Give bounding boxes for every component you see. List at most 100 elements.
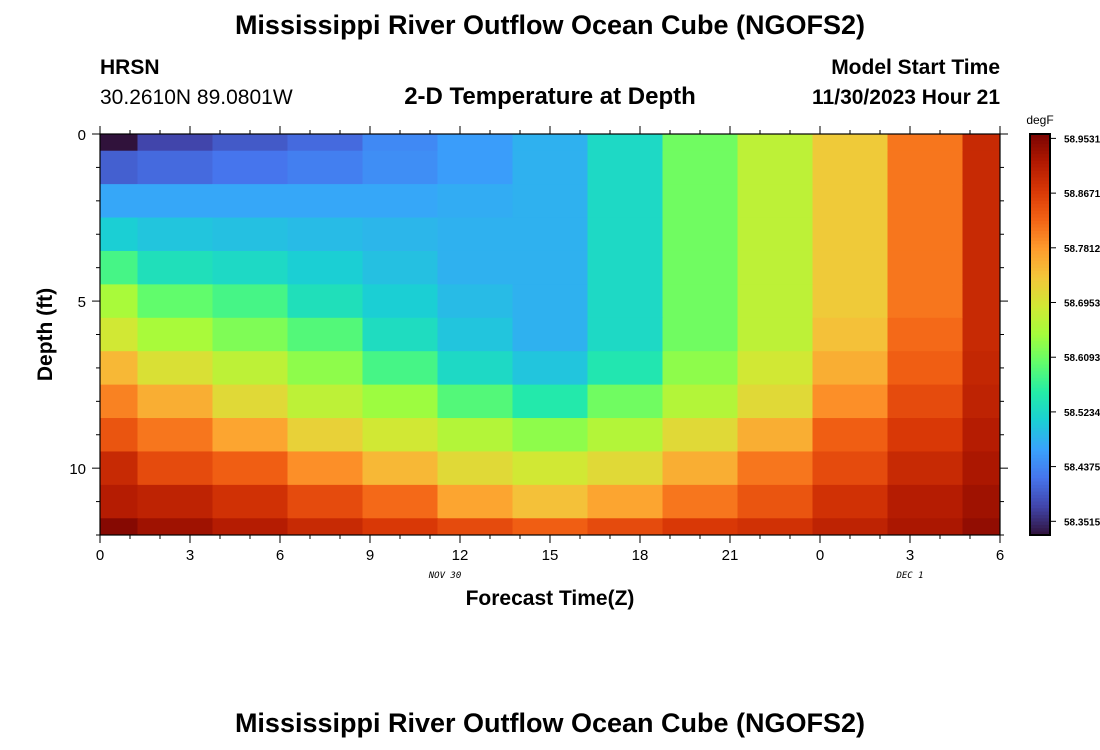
heatmap-cell-r5-c9 [737, 284, 814, 319]
colorbar-segment [1030, 140, 1050, 145]
heatmap-cell-r0-c2 [212, 134, 289, 152]
heatmap-cell-r2-c3 [287, 184, 364, 219]
heatmap-cell-r10-c8 [662, 451, 739, 486]
colorbar-segment [1030, 441, 1050, 446]
heatmap-cell-r6-c12 [962, 317, 1000, 352]
heatmap-cell-r7-c1 [137, 351, 214, 386]
heatmap-cell-r11-c5 [437, 484, 514, 519]
colorbar-segment [1030, 277, 1050, 282]
heatmap-cell-r10-c9 [737, 451, 814, 486]
heatmap-cell-r10-c0 [100, 451, 139, 486]
heatmap-cell-r4-c5 [437, 250, 514, 285]
x-tick-label: 0 [96, 547, 104, 564]
heatmap-cell-r9-c4 [362, 418, 439, 453]
heatmap-cell-r1-c2 [212, 150, 289, 185]
heatmap-cell-r4-c9 [737, 250, 814, 285]
colorbar-segment [1030, 424, 1050, 429]
colorbar-segment [1030, 170, 1050, 175]
heatmap-cell-r11-c7 [587, 484, 664, 519]
colorbar-segment [1030, 501, 1050, 506]
heatmap-cell-r6-c3 [287, 317, 364, 352]
colorbar-segment [1030, 391, 1050, 396]
heatmap-cell-r7-c11 [887, 351, 964, 386]
heatmap-cell-r3-c12 [962, 217, 1000, 252]
heatmap-cell-r11-c0 [100, 484, 139, 519]
colorbar-segment [1030, 307, 1050, 312]
colorbar-segment [1030, 528, 1050, 533]
colorbar-segment [1030, 354, 1050, 359]
colorbar-segment [1030, 184, 1050, 188]
colorbar-segment [1030, 337, 1050, 342]
colorbar-segment [1030, 511, 1050, 516]
heatmap-cell-r11-c12 [962, 484, 1000, 519]
y-tick-label: 5 [78, 294, 86, 311]
colorbar-segment [1030, 331, 1050, 335]
colorbar-segment [1030, 224, 1050, 229]
x-tick-label: 12 [452, 547, 469, 564]
heatmap-cell-r8-c0 [100, 384, 139, 419]
colorbar-segment [1030, 164, 1050, 168]
colorbar-segment [1030, 361, 1050, 366]
colorbar-segment [1030, 341, 1050, 346]
heatmap-cell-r0-c7 [587, 134, 664, 152]
colorbar-segment [1030, 167, 1050, 172]
colorbar-segment [1030, 464, 1050, 469]
colorbar-segment [1030, 428, 1050, 432]
x-tick-label: 0 [816, 547, 824, 564]
heatmap-cell-r2-c4 [362, 184, 439, 219]
colorbar-segment [1030, 210, 1050, 215]
colorbar-segment [1030, 301, 1050, 305]
colorbar-segment [1030, 524, 1050, 529]
heatmap-cell-r7-c7 [587, 351, 664, 386]
heatmap-cell-r3-c6 [512, 217, 589, 252]
heatmap-cell-r9-c9 [737, 418, 814, 453]
heatmap-cell-r5-c2 [212, 284, 289, 319]
station-coordinates: 30.2610N 89.0801W [100, 86, 293, 109]
colorbar-segment [1030, 174, 1050, 178]
heatmap-cell-r2-c8 [662, 184, 739, 219]
colorbar-segment [1030, 250, 1050, 255]
x-tick-label: 6 [996, 547, 1004, 564]
heatmap-cell-r7-c3 [287, 351, 364, 386]
heatmap-cell-r1-c5 [437, 150, 514, 185]
colorbar-segment [1030, 230, 1050, 235]
heatmap-cell-r10-c10 [812, 451, 889, 486]
x-tick-label: 9 [366, 547, 374, 564]
heatmap-cell-r3-c1 [137, 217, 214, 252]
colorbar-tick-label: 58.4375 [1064, 463, 1100, 474]
heatmap-cell-r9-c8 [662, 418, 739, 453]
heatmap-cell-r2-c6 [512, 184, 589, 219]
heatmap-cell-r6-c8 [662, 317, 739, 352]
model-start-label: Model Start Time [831, 56, 1000, 79]
colorbar-segment [1030, 344, 1050, 349]
heatmap-cell-r0-c11 [887, 134, 964, 152]
colorbar-segment [1030, 454, 1050, 459]
colorbar-segment [1030, 134, 1050, 138]
heatmap-cell-r1-c0 [100, 150, 139, 185]
heatmap-cell-r12-c10 [812, 518, 889, 535]
colorbar-segment [1030, 364, 1050, 369]
heatmap-cell-r3-c10 [812, 217, 889, 252]
heatmap-cell-r5-c10 [812, 284, 889, 319]
x-tick-label: 15 [542, 547, 559, 564]
heatmap-cell-r0-c9 [737, 134, 814, 152]
colorbar-segment [1030, 351, 1050, 356]
heatmap-cell-r8-c7 [587, 384, 664, 419]
heatmap-cell-r3-c11 [887, 217, 964, 252]
colorbar-segment [1030, 287, 1050, 292]
colorbar-segment [1030, 187, 1050, 192]
heatmap-cell-r4-c6 [512, 250, 589, 285]
colorbar-segment [1030, 214, 1050, 219]
colorbar-segment [1030, 291, 1050, 295]
chart-subtitle: 2-D Temperature at Depth [404, 83, 696, 110]
heatmap-cell-r10-c6 [512, 451, 589, 486]
colorbar-segment [1030, 478, 1050, 483]
heatmap-cell-r12-c12 [962, 518, 1000, 535]
heatmap-cell-r5-c8 [662, 284, 739, 319]
colorbar-segment [1030, 180, 1050, 185]
heatmap-cell-r1-c9 [737, 150, 814, 185]
heatmap-cell-r4-c0 [100, 250, 139, 285]
heatmap-cell-r1-c4 [362, 150, 439, 185]
heatmap-cell-r5-c7 [587, 284, 664, 319]
heatmap-cell-r2-c5 [437, 184, 514, 219]
